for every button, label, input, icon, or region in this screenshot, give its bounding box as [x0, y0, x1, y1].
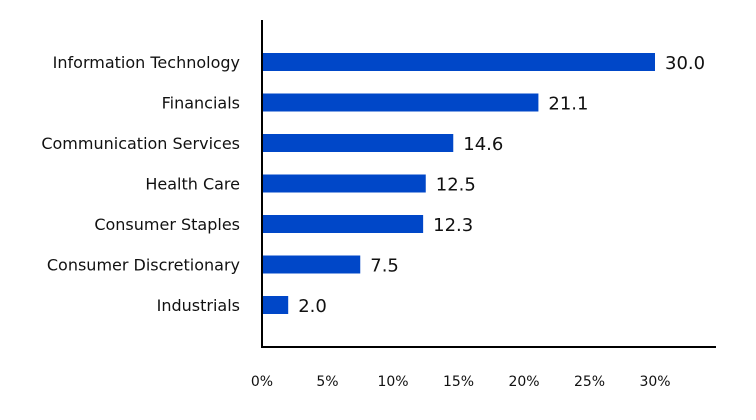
data-label: 2.0 [298, 296, 327, 317]
category-label: Health Care [145, 175, 240, 194]
value-labels: 30.0 21.1 14.6 12.5 12.3 7.5 2.0 [298, 53, 705, 317]
data-label: 12.3 [433, 215, 473, 236]
x-tick-label: 10% [377, 374, 408, 390]
bar [262, 174, 426, 193]
data-label: 30.0 [665, 53, 705, 74]
data-label: 21.1 [548, 94, 588, 115]
x-tick-label: 25% [574, 374, 605, 390]
category-label: Consumer Staples [94, 215, 240, 234]
x-tick-label: 20% [508, 374, 539, 390]
category-label: Communication Services [41, 134, 240, 153]
data-label: 14.6 [463, 134, 503, 155]
x-tick-label: 15% [443, 374, 474, 390]
x-tick-label: 30% [639, 374, 670, 390]
category-labels: Information Technology Financials Communic… [41, 53, 240, 315]
bar [262, 53, 655, 71]
bar [262, 134, 454, 152]
data-label: 12.5 [436, 175, 476, 196]
bar [262, 296, 289, 314]
category-label: Consumer Discretionary [47, 256, 240, 275]
x-tick-label: 0% [251, 374, 273, 390]
bar [262, 215, 424, 233]
bar [262, 93, 539, 112]
bar [262, 255, 361, 274]
category-label: Financials [162, 94, 240, 113]
data-label: 7.5 [370, 256, 399, 277]
bars-group [262, 53, 655, 314]
x-tick-labels: 0% 5% 10% 15% 20% 25% 30% [251, 374, 671, 390]
category-label: Industrials [157, 296, 240, 315]
category-label: Information Technology [53, 53, 240, 72]
x-tick-label: 5% [316, 374, 338, 390]
